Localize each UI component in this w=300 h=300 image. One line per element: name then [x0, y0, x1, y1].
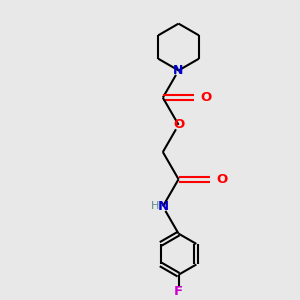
Text: O: O — [216, 173, 227, 186]
Text: N: N — [157, 200, 168, 213]
Text: H: H — [151, 201, 159, 212]
Text: O: O — [200, 91, 212, 104]
Text: O: O — [173, 118, 184, 131]
Text: N: N — [173, 64, 184, 77]
Text: F: F — [174, 285, 183, 298]
